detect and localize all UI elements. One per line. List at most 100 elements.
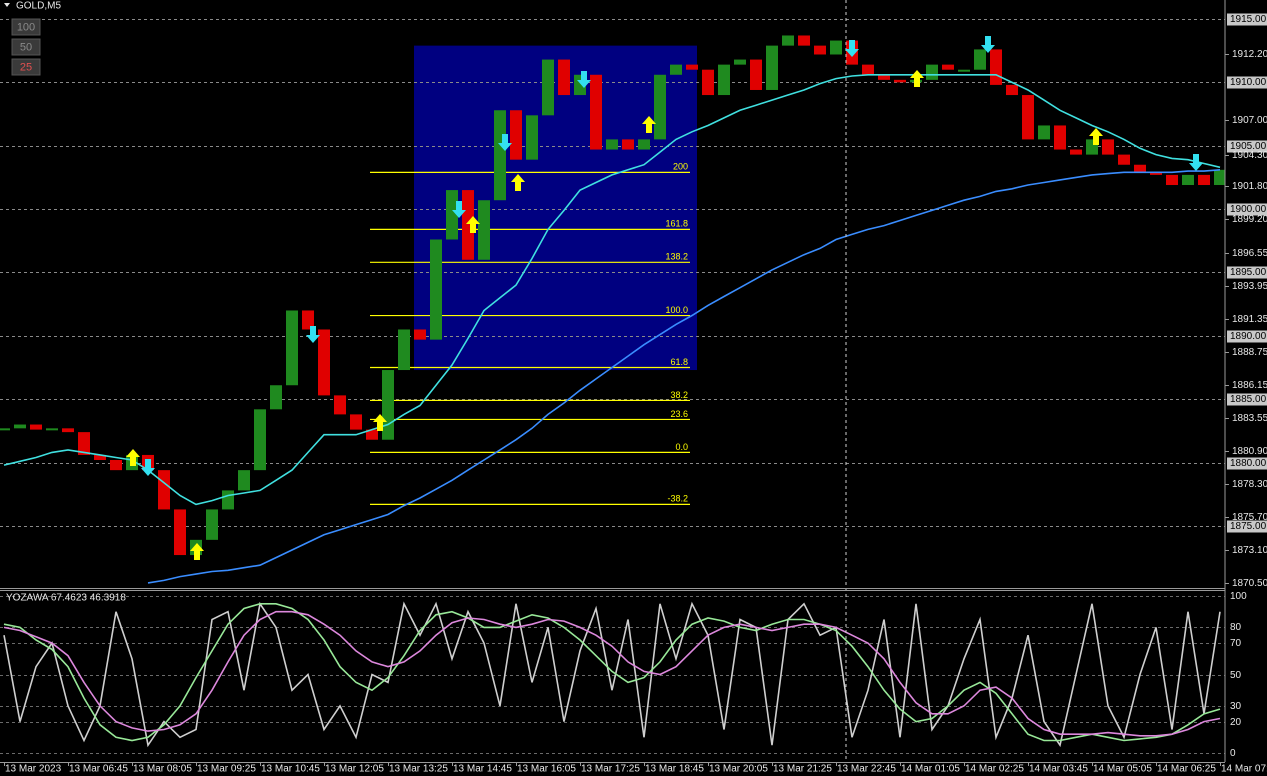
y-tick-label: 30 xyxy=(1230,701,1242,712)
price-bar xyxy=(382,370,394,440)
price-bar xyxy=(1198,174,1210,186)
price-bar xyxy=(158,470,170,510)
x-tick-label: 13 Mar 08:05 xyxy=(133,764,192,775)
oscillator-plot xyxy=(0,596,1225,754)
zoom-button-label[interactable]: 100 xyxy=(17,21,35,33)
price-bar xyxy=(654,74,666,140)
main-plot: 200 161.8 138.2 100.0 61.8 38.2 23.6 0.0 -38.2 xyxy=(0,19,1225,584)
price-bar xyxy=(974,49,986,70)
y-tick-label: 1883.55 xyxy=(1232,413,1267,424)
level-label-bg xyxy=(1227,13,1267,26)
x-tick-label: 14 Mar 02:25 xyxy=(965,764,1024,775)
indicator-line xyxy=(3,74,1221,506)
x-tick-label: 14 Mar 07:45 xyxy=(1221,764,1267,775)
fib-label: 138.2 xyxy=(665,252,688,262)
x-tick-label: 13 Mar 06:45 xyxy=(69,764,128,775)
price-bar xyxy=(414,329,426,340)
price-bar xyxy=(558,59,570,96)
indicator-line xyxy=(3,603,1221,742)
x-tick-label: 13 Mar 18:45 xyxy=(645,764,704,775)
y-tick-label: 20 xyxy=(1230,717,1242,728)
fib-label: 23.6 xyxy=(670,409,688,419)
price-bar xyxy=(334,395,346,415)
price-bar xyxy=(670,64,682,75)
price-bar xyxy=(702,69,714,96)
price-bar xyxy=(222,490,234,510)
indicator-line xyxy=(3,610,1221,737)
price-bar xyxy=(686,64,698,70)
y-tick-label: 1901.80 xyxy=(1232,181,1267,192)
y-tick-label: 1915.00 xyxy=(1230,14,1267,25)
fib-label: 200 xyxy=(673,162,688,172)
price-bar xyxy=(1118,154,1130,165)
level-label-bg xyxy=(1227,203,1267,216)
level-label-bg xyxy=(1227,266,1267,279)
x-tick-label: 13 Mar 17:25 xyxy=(581,764,640,775)
price-bar xyxy=(494,110,506,201)
axes: 1915.00 1910.00 1905.00 1900.00 1895.00 1890.… xyxy=(4,13,1267,775)
price-bar xyxy=(110,460,122,471)
price-bar xyxy=(94,454,106,461)
fib-label: 100.0 xyxy=(665,305,688,315)
price-bar xyxy=(862,64,874,75)
y-tick-label: 1900.00 xyxy=(1230,204,1267,215)
price-bar xyxy=(318,329,330,396)
zoom-button[interactable] xyxy=(11,58,41,76)
zoom-button-label[interactable]: 50 xyxy=(20,41,32,53)
level-label-bg xyxy=(1227,76,1267,89)
zoom-button[interactable] xyxy=(11,18,41,36)
x-tick-label: 13 Mar 20:05 xyxy=(709,764,768,775)
price-bar xyxy=(254,409,266,471)
level-label-bg xyxy=(1227,457,1267,470)
y-tick-label: 1880.00 xyxy=(1230,458,1267,469)
price-bar xyxy=(1006,84,1018,96)
price-bar xyxy=(878,74,890,80)
price-bar xyxy=(798,35,810,46)
zoom-buttons: 100 50 25 xyxy=(11,18,41,76)
price-bar xyxy=(0,428,10,431)
price-bar xyxy=(1102,139,1114,155)
fib-label: 161.8 xyxy=(665,219,688,229)
y-tick-label: 1893.95 xyxy=(1232,281,1267,292)
price-bar xyxy=(366,429,378,440)
x-tick-label: 13 Mar 2023 xyxy=(5,764,62,775)
price-bar xyxy=(14,424,26,429)
indicator-line xyxy=(3,601,1221,748)
fib-label: 38.2 xyxy=(670,390,688,400)
price-bar xyxy=(1070,149,1082,155)
y-tick-label: 1875.00 xyxy=(1230,521,1267,532)
price-bar xyxy=(734,59,746,65)
price-bar xyxy=(1134,164,1146,173)
fib-label: 61.8 xyxy=(670,357,688,367)
indicator-title: YOZAWA 67.4623 46.3918 xyxy=(6,593,126,604)
y-tick-label: 1875.70 xyxy=(1232,512,1267,523)
zoom-button-label[interactable]: 25 xyxy=(20,61,32,73)
price-bar xyxy=(718,64,730,96)
chart-title: GOLD,M5 xyxy=(16,1,61,12)
y-tick-label: 1899.20 xyxy=(1232,214,1267,225)
zoom-button[interactable] xyxy=(11,38,41,56)
level-label-bg xyxy=(1227,330,1267,343)
price-bar xyxy=(30,424,42,430)
price-bar xyxy=(958,69,970,72)
price-bar xyxy=(78,432,90,455)
x-tick-label: 13 Mar 13:25 xyxy=(389,764,448,775)
y-tick-label: 0 xyxy=(1230,748,1236,759)
y-tick-label: 1904.30 xyxy=(1232,150,1267,161)
price-bar xyxy=(1054,125,1066,150)
y-tick-label: 1891.35 xyxy=(1232,314,1267,325)
level-label-bg xyxy=(1227,140,1267,153)
price-bar xyxy=(782,35,794,46)
price-bar xyxy=(590,74,602,150)
y-tick-label: 1895.00 xyxy=(1230,267,1267,278)
indicator-line xyxy=(147,169,1221,584)
y-tick-label: 1880.90 xyxy=(1232,446,1267,457)
price-bar xyxy=(606,139,618,150)
price-bar xyxy=(1150,172,1162,175)
price-bar xyxy=(638,139,650,150)
x-tick-label: 13 Mar 22:45 xyxy=(837,764,896,775)
price-bar xyxy=(430,239,442,340)
dropdown-icon[interactable] xyxy=(4,3,10,7)
